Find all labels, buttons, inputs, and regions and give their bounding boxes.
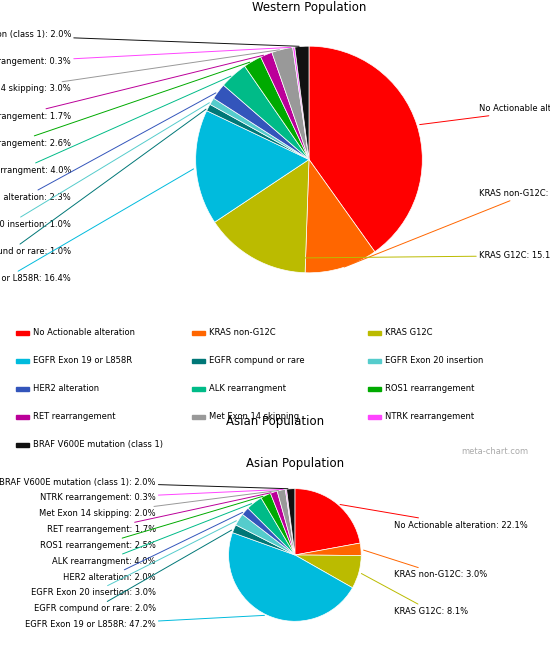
Text: ROS1 rearrangement: ROS1 rearrangement <box>385 385 475 393</box>
Text: EGFR Exon 20 insertion: 1.0%: EGFR Exon 20 insertion: 1.0% <box>0 103 210 229</box>
Text: KRAS non-G12C: 3.0%: KRAS non-G12C: 3.0% <box>364 550 488 579</box>
Bar <box>192 387 205 391</box>
Bar <box>16 415 29 419</box>
Wedge shape <box>248 498 295 555</box>
Text: BRAF V600E mutation (class 1): 2.0%: BRAF V600E mutation (class 1): 2.0% <box>0 31 299 46</box>
Bar <box>368 387 381 391</box>
Wedge shape <box>261 53 309 159</box>
Wedge shape <box>261 493 295 555</box>
Wedge shape <box>293 47 309 159</box>
Text: HER2 alteration: HER2 alteration <box>33 385 100 393</box>
Text: HER2 alteration: 2.3%: HER2 alteration: 2.3% <box>0 93 216 202</box>
Wedge shape <box>295 543 361 555</box>
Text: Western Population: Western Population <box>252 1 366 14</box>
Bar <box>16 443 29 447</box>
Text: EGFR Exon 19 or L858R: 16.4%: EGFR Exon 19 or L858R: 16.4% <box>0 169 194 283</box>
Text: HER2 alteration: 2.0%: HER2 alteration: 2.0% <box>63 512 243 581</box>
Wedge shape <box>213 85 309 159</box>
Text: ROS1 rearrangement: 2.6%: ROS1 rearrangement: 2.6% <box>0 62 250 148</box>
Text: EGFR compund or rare: 1.0%: EGFR compund or rare: 1.0% <box>0 109 206 256</box>
Text: NTRK rearrangement: NTRK rearrangement <box>385 413 474 421</box>
Wedge shape <box>277 490 295 555</box>
Wedge shape <box>305 159 375 273</box>
Wedge shape <box>285 489 295 555</box>
Text: EGFR Exon 20 insertion: 3.0%: EGFR Exon 20 insertion: 3.0% <box>31 521 236 598</box>
Text: No Actionable alteration: 22.1%: No Actionable alteration: 22.1% <box>340 505 528 530</box>
Wedge shape <box>272 48 309 159</box>
Text: KRAS non-G12C: KRAS non-G12C <box>209 329 276 337</box>
Text: RET rearrangement: 1.7%: RET rearrangement: 1.7% <box>0 55 263 120</box>
Wedge shape <box>295 46 309 159</box>
Text: KRAS G12C: KRAS G12C <box>385 329 433 337</box>
Text: ROS1 rearrangement: 2.5%: ROS1 rearrangement: 2.5% <box>40 496 263 550</box>
Text: EGFR Exon 20 insertion: EGFR Exon 20 insertion <box>385 357 483 365</box>
Text: NTRK rearrangement: 0.3%: NTRK rearrangement: 0.3% <box>0 48 291 66</box>
Text: EGFR Exon 19 or L858R: EGFR Exon 19 or L858R <box>33 357 133 365</box>
Text: Met Exon 14 skipping: Met Exon 14 skipping <box>209 413 299 421</box>
Wedge shape <box>309 46 422 252</box>
Text: ALK rearrangment: ALK rearrangment <box>209 385 286 393</box>
Text: BRAF V600E mutation (class 1): BRAF V600E mutation (class 1) <box>33 441 163 449</box>
Bar <box>192 359 205 363</box>
Text: KRAS non-G12C: 10.4%: KRAS non-G12C: 10.4% <box>344 189 550 267</box>
Wedge shape <box>210 98 309 159</box>
Text: Met Exon 14 skipping: 3.0%: Met Exon 14 skipping: 3.0% <box>0 49 279 94</box>
Wedge shape <box>207 104 309 159</box>
Text: ALK rearrangment: 4.0%: ALK rearrangment: 4.0% <box>52 504 252 566</box>
Bar <box>192 415 205 419</box>
Bar <box>368 359 381 363</box>
Wedge shape <box>295 555 361 588</box>
Bar <box>16 387 29 391</box>
Wedge shape <box>287 489 295 555</box>
Bar <box>368 331 381 335</box>
Text: EGFR compund or rare: 2.0%: EGFR compund or rare: 2.0% <box>34 530 232 613</box>
Text: Met Exon 14 skipping: 2.0%: Met Exon 14 skipping: 2.0% <box>39 490 278 518</box>
Wedge shape <box>233 525 295 555</box>
Wedge shape <box>214 159 309 273</box>
Bar <box>16 359 29 363</box>
Wedge shape <box>271 491 295 555</box>
Text: KRAS G12C: 8.1%: KRAS G12C: 8.1% <box>361 574 469 616</box>
Text: NTRK rearrangement: 0.3%: NTRK rearrangement: 0.3% <box>40 490 283 503</box>
Text: RET rearrangement: 1.7%: RET rearrangement: 1.7% <box>47 493 271 534</box>
Text: Asian Population: Asian Population <box>246 457 344 470</box>
Wedge shape <box>223 66 309 159</box>
Wedge shape <box>243 508 295 555</box>
Text: No Actionable alteration: 40.1%: No Actionable alteration: 40.1% <box>420 104 550 124</box>
Wedge shape <box>245 57 309 159</box>
Text: KRAS G12C: 15.1%: KRAS G12C: 15.1% <box>256 251 550 260</box>
Wedge shape <box>295 489 360 555</box>
Text: No Actionable alteration: No Actionable alteration <box>33 329 135 337</box>
Bar <box>192 331 205 335</box>
Text: EGFR compund or rare: EGFR compund or rare <box>209 357 305 365</box>
Bar <box>368 415 381 419</box>
Text: EGFR Exon 19 or L858R: 47.2%: EGFR Exon 19 or L858R: 47.2% <box>25 615 265 629</box>
Text: BRAF V600E mutation (class 1): 2.0%: BRAF V600E mutation (class 1): 2.0% <box>0 478 288 489</box>
Text: ALK rearrangment: 4.0%: ALK rearrangment: 4.0% <box>0 76 231 174</box>
Wedge shape <box>236 514 295 555</box>
Text: RET rearrangement: RET rearrangement <box>33 413 116 421</box>
Text: Asian Population: Asian Population <box>226 415 324 428</box>
Wedge shape <box>196 111 309 222</box>
Text: meta-chart.com: meta-chart.com <box>461 447 529 456</box>
Wedge shape <box>229 533 353 621</box>
Bar <box>16 331 29 335</box>
